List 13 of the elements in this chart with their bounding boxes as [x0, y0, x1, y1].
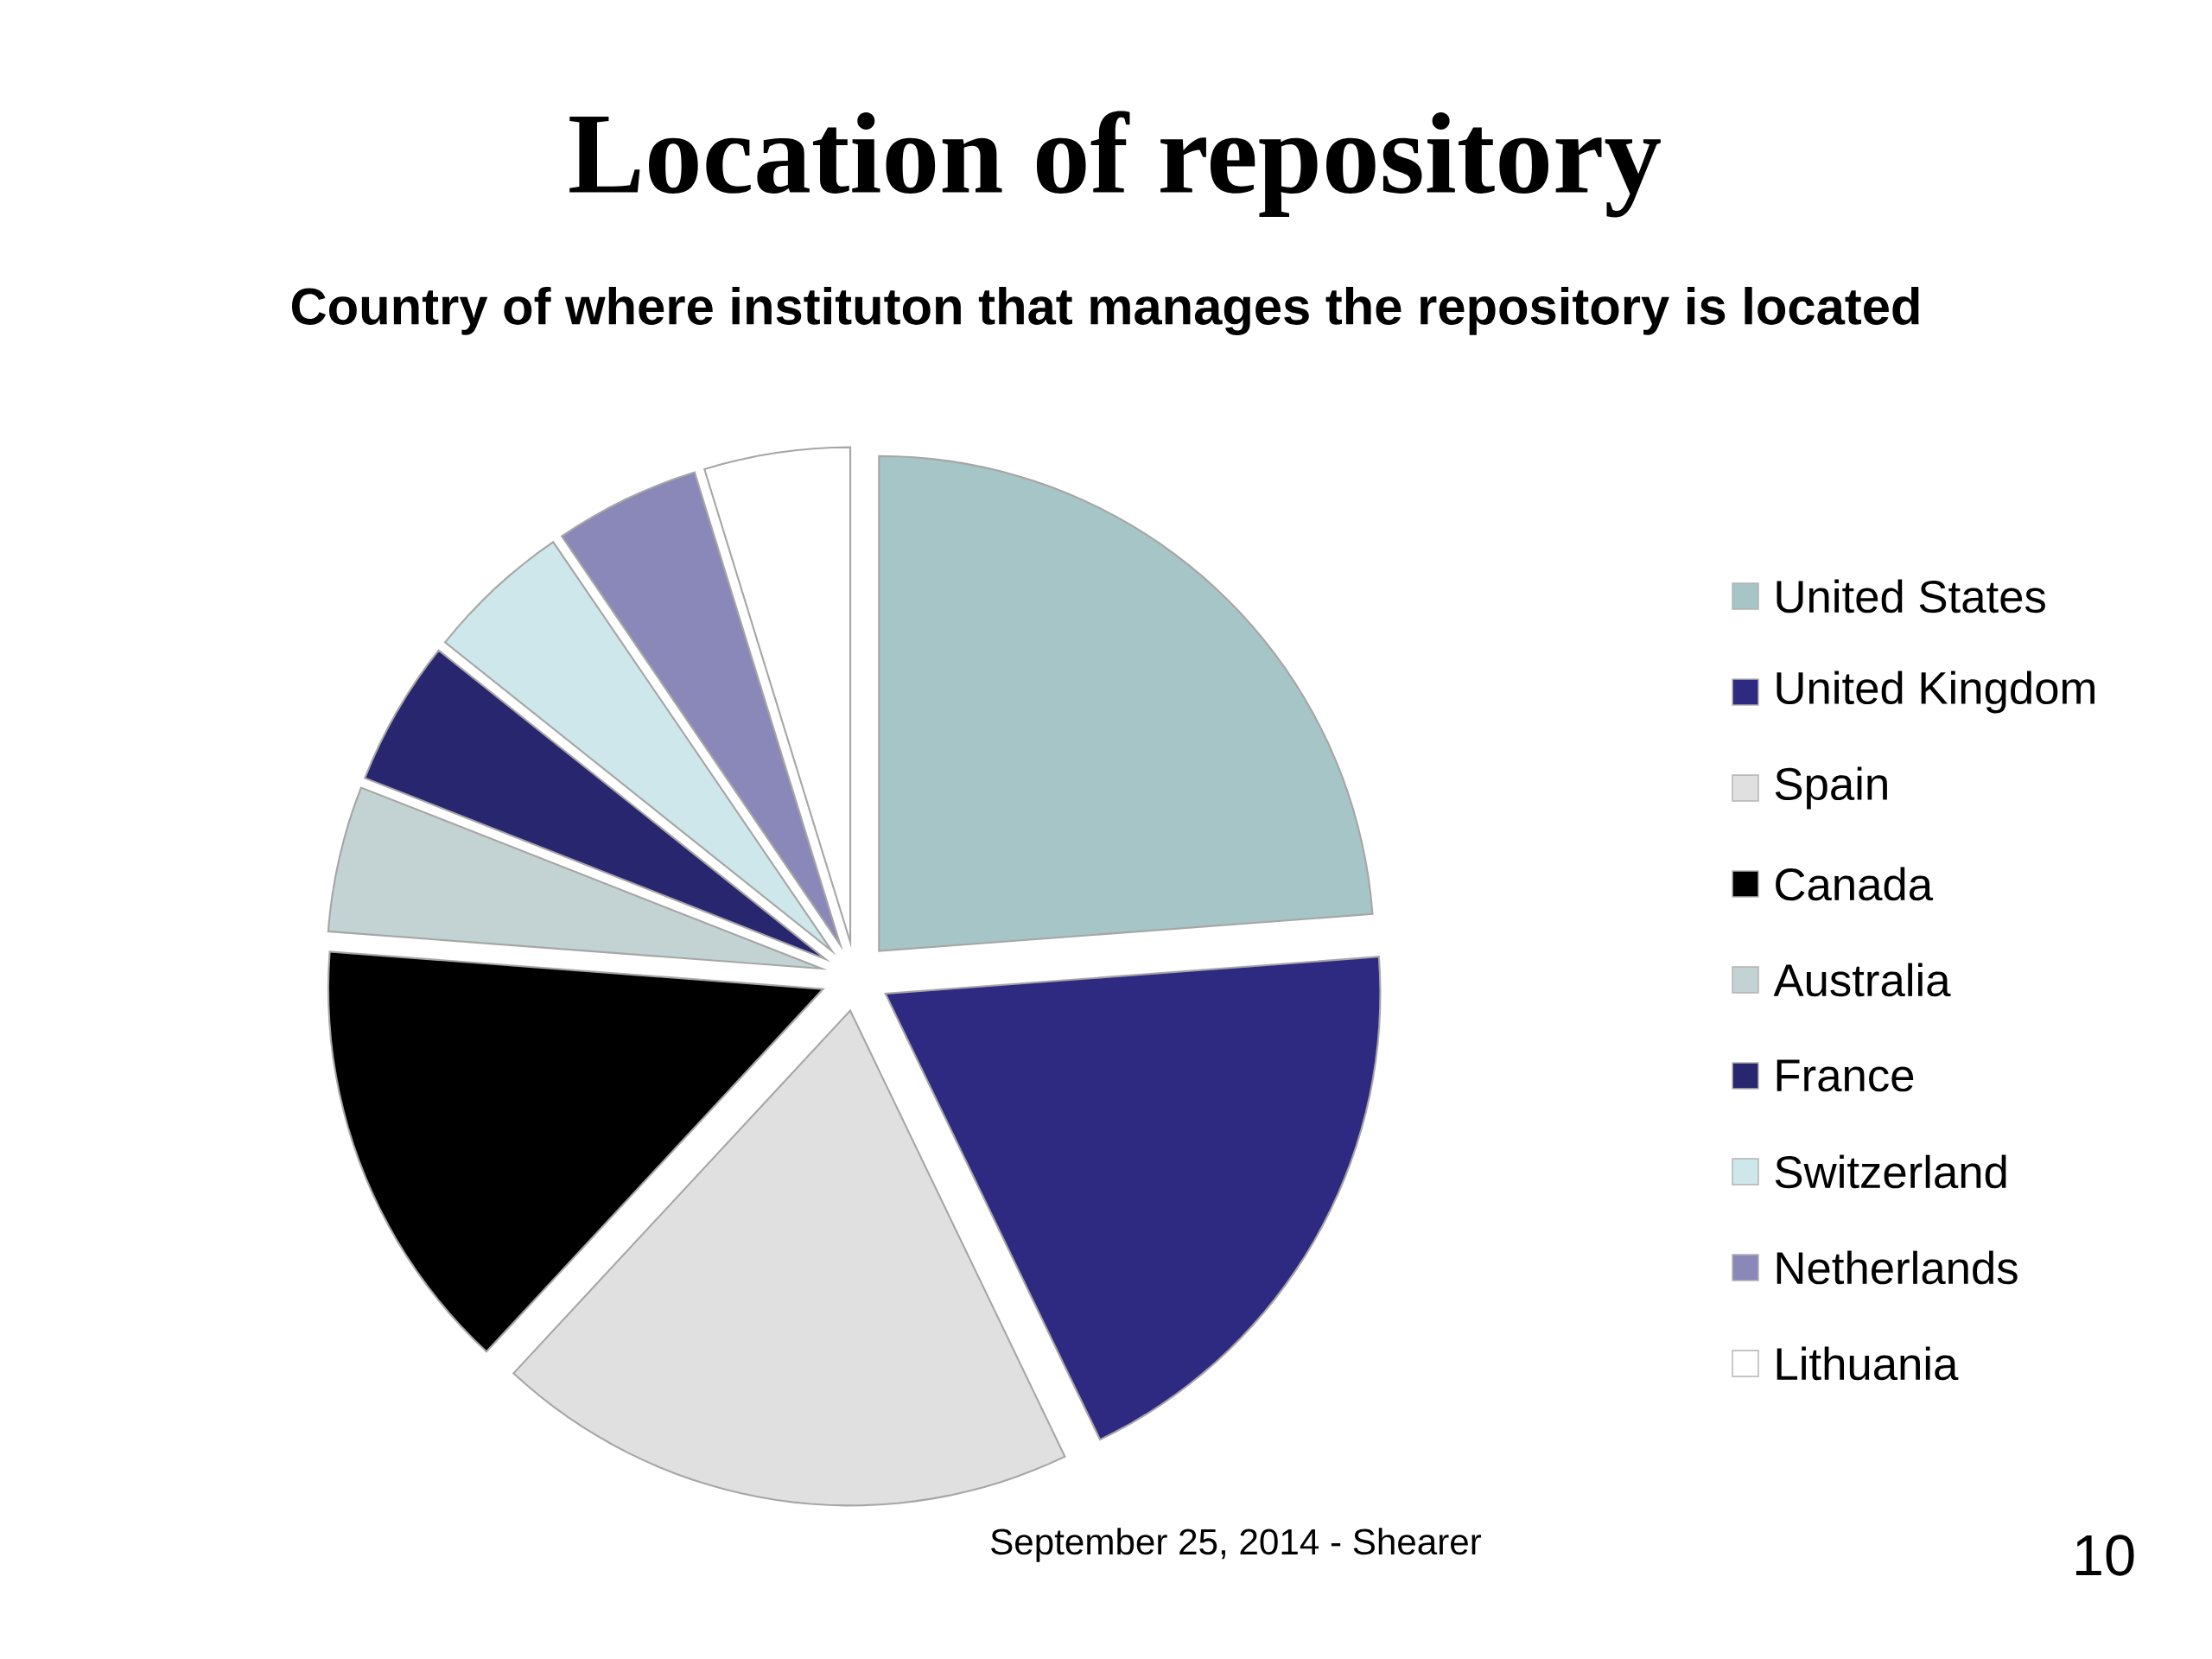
legend-label: France: [1777, 1059, 1914, 1092]
legend-label: Netherlands: [1777, 1250, 2018, 1285]
legend-label: Spain: [1775, 766, 1887, 810]
chart-title: Location of repository: [569, 111, 1661, 218]
text: 10: [2075, 1535, 2134, 1576]
chart-subtitle: Country of where instituton that manages the repository is located: [291, 287, 1919, 335]
legend-label: Switzerland: [1775, 1154, 2006, 1189]
legend-label: Canada: [1776, 867, 1934, 901]
legend-label: Australia: [1773, 963, 1951, 997]
text: September 25, 2014 - Shearer: [991, 1528, 1482, 1562]
legend-label: United Kingdom: [1777, 671, 2094, 714]
legend-label: United States: [1777, 579, 2045, 613]
legend-label: Lithuania: [1777, 1346, 1959, 1381]
